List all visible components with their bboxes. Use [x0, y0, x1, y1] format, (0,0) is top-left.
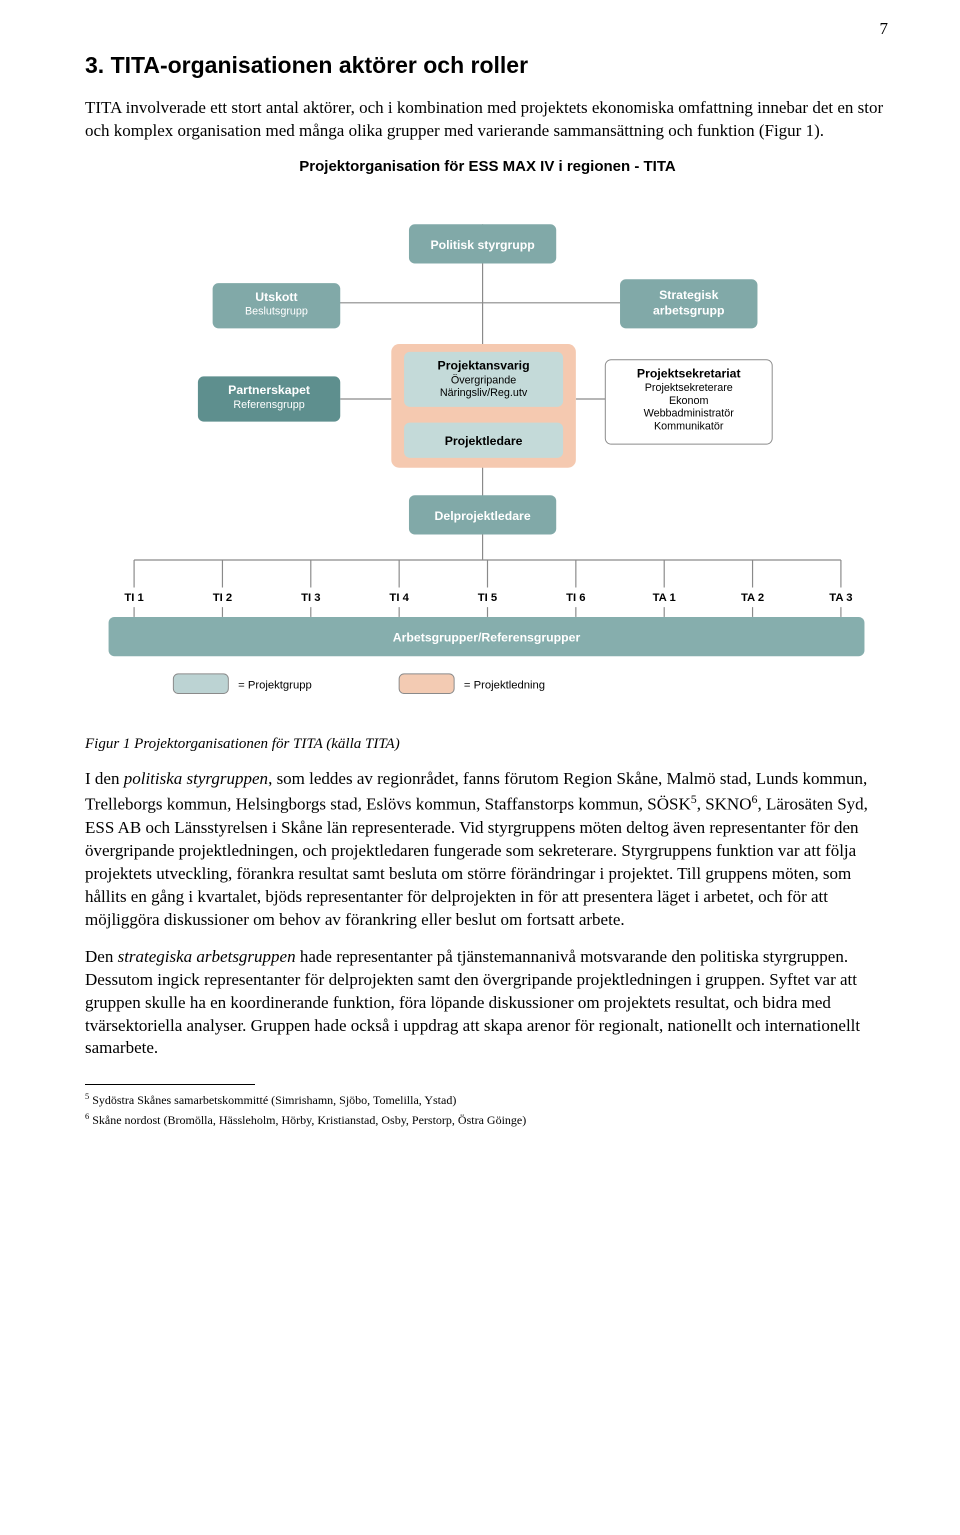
footnote-num: 5 — [85, 1092, 89, 1101]
svg-text:TA 2: TA 2 — [741, 592, 764, 604]
svg-text:TI 6: TI 6 — [566, 592, 585, 604]
footnote-separator — [85, 1084, 255, 1085]
svg-text:TA 1: TA 1 — [653, 592, 676, 604]
svg-text:Strategisk: Strategisk — [659, 288, 718, 302]
svg-text:TI 2: TI 2 — [213, 592, 232, 604]
svg-text:Övergripande: Övergripande — [451, 374, 516, 386]
svg-text:TI 1: TI 1 — [124, 592, 143, 604]
svg-text:Arbetsgrupper/Referensgrupper: Arbetsgrupper/Referensgrupper — [393, 631, 581, 645]
text: , SKNO — [697, 795, 752, 814]
svg-text:Partnerskapet: Partnerskapet — [228, 383, 310, 397]
svg-text:TI 3: TI 3 — [301, 592, 320, 604]
text: I den — [85, 769, 124, 788]
svg-text:Utskott: Utskott — [255, 290, 297, 304]
svg-text:TI 5: TI 5 — [478, 592, 497, 604]
text: , Lärosäten Syd, ESS AB och Länsstyrelse… — [85, 795, 868, 929]
svg-text:Ekonom: Ekonom — [669, 395, 709, 407]
svg-text:arbetsgrupp: arbetsgrupp — [653, 304, 725, 318]
footnote-num: 6 — [85, 1112, 89, 1121]
intro-paragraph: TITA involverade ett stort antal aktörer… — [85, 97, 890, 143]
figure-caption: Figur 1 Projektorganisationen för TITA (… — [85, 734, 890, 754]
figure-title: Projektorganisation för ESS MAX IV i reg… — [85, 157, 890, 177]
svg-text:Projektansvarig: Projektansvarig — [438, 359, 530, 373]
figure-1: Projektorganisation för ESS MAX IV i reg… — [85, 157, 890, 755]
org-diagram: TI 1 TI 2 TI 3 TI 4 TI 5 TI 6 TA 1 TA 2 TA 3 Poli… — [85, 185, 890, 715]
svg-text:Beslutsgrupp: Beslutsgrupp — [245, 306, 308, 318]
svg-text:Kommunikatör: Kommunikatör — [654, 421, 724, 433]
footnote-text: Sydöstra Skånes samarbetskommitté (Simri… — [92, 1093, 456, 1107]
footnote-6: 6 Skåne nordost (Bromölla, Hässleholm, H… — [85, 1111, 890, 1128]
svg-text:Näringsliv/Reg.utv: Näringsliv/Reg.utv — [440, 387, 528, 399]
svg-text:Projektsekreterare: Projektsekreterare — [645, 382, 733, 394]
svg-text:Delprojektledare: Delprojektledare — [435, 509, 531, 523]
body-paragraph-3: Den strategiska arbetsgruppen hade repre… — [85, 946, 890, 1061]
svg-text:= Projektgrupp: = Projektgrupp — [238, 680, 312, 692]
svg-text:TA 3: TA 3 — [829, 592, 852, 604]
text: Den — [85, 947, 118, 966]
svg-text:Webbadministratör: Webbadministratör — [644, 408, 735, 420]
italic-term: politiska styrgruppen — [124, 769, 268, 788]
footnote-5: 5 Sydöstra Skånes samarbetskommitté (Sim… — [85, 1091, 890, 1108]
svg-text:Projektsekretariat: Projektsekretariat — [637, 367, 741, 381]
svg-text:= Projektledning: = Projektledning — [464, 680, 545, 692]
section-heading: 3. TITA-organisationen aktörer och rolle… — [85, 50, 890, 81]
body-paragraph-2: I den politiska styrgruppen, som leddes … — [85, 768, 890, 931]
svg-text:TI 4: TI 4 — [389, 592, 409, 604]
svg-text:Projektledare: Projektledare — [445, 434, 523, 448]
italic-term: strategiska arbetsgruppen — [118, 947, 296, 966]
svg-text:Referensgrupp: Referensgrupp — [233, 399, 304, 411]
svg-text:Politisk styrgrupp: Politisk styrgrupp — [430, 238, 534, 252]
footnote-text: Skåne nordost (Bromölla, Hässleholm, Hör… — [92, 1113, 526, 1127]
page-number: 7 — [880, 18, 889, 41]
